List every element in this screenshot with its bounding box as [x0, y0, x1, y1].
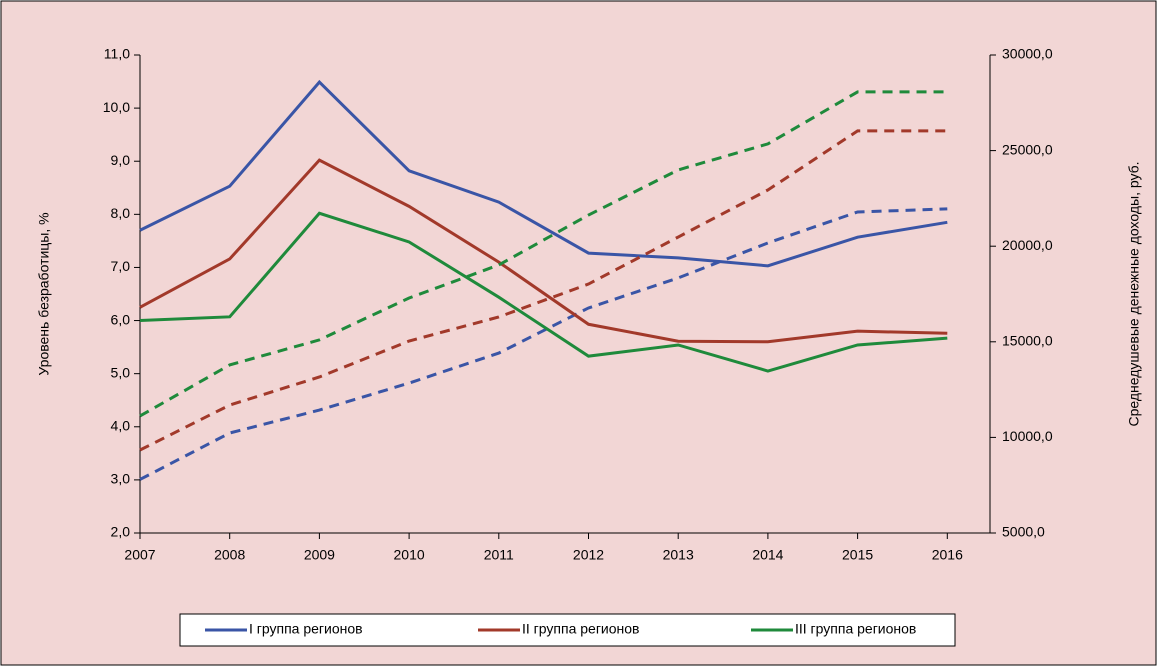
legend-label: II группа регионов — [522, 621, 639, 637]
x-tick-label: 2014 — [752, 547, 783, 563]
y2-tick-label: 10000,0 — [1002, 428, 1053, 444]
y2-tick-label: 5000,0 — [1002, 524, 1045, 540]
income-line — [139, 90, 948, 418]
legend-label: III группа регионов — [795, 621, 916, 637]
unemployment-line — [139, 211, 948, 373]
x-tick-label: 2013 — [663, 547, 694, 563]
y-tick-label: 2,0 — [111, 524, 131, 540]
x-tick-label: 2007 — [124, 547, 155, 563]
x-tick-label: 2012 — [573, 547, 604, 563]
y2-tick-label: 20000,0 — [1002, 237, 1053, 253]
y-tick-label: 6,0 — [111, 311, 131, 327]
income-line — [139, 129, 948, 452]
unemployment-line — [139, 79, 948, 268]
x-tick-label: 2008 — [214, 547, 245, 563]
y-tick-label: 3,0 — [111, 471, 131, 487]
y-tick-label: 10,0 — [103, 99, 130, 115]
y-axis-title: Уровень безработицы, % — [36, 212, 52, 375]
legend-box — [179, 613, 956, 647]
y-tick-label: 8,0 — [111, 205, 131, 221]
y-tick-label: 11,0 — [104, 46, 130, 62]
x-tick-label: 2010 — [394, 547, 425, 563]
y2-axis-title: Среднедушевые денежные доходы, руб. — [1126, 161, 1142, 426]
x-tick-label: 2016 — [932, 547, 963, 563]
y-tick-label: 5,0 — [111, 364, 131, 380]
income-line — [139, 207, 948, 481]
x-tick-label: 2011 — [484, 547, 514, 563]
y2-tick-label: 25000,0 — [1002, 141, 1053, 157]
y-tick-label: 7,0 — [111, 258, 131, 274]
y2-tick-label: 30000,0 — [1002, 46, 1053, 62]
y-tick-label: 9,0 — [111, 152, 131, 168]
x-tick-label: 2015 — [842, 547, 873, 563]
legend-label: I группа регионов — [249, 621, 363, 637]
x-tick-label: 2009 — [304, 547, 335, 563]
y2-tick-label: 15000,0 — [1002, 333, 1053, 349]
unemployment-line — [139, 158, 948, 344]
y-tick-label: 4,0 — [111, 417, 131, 433]
